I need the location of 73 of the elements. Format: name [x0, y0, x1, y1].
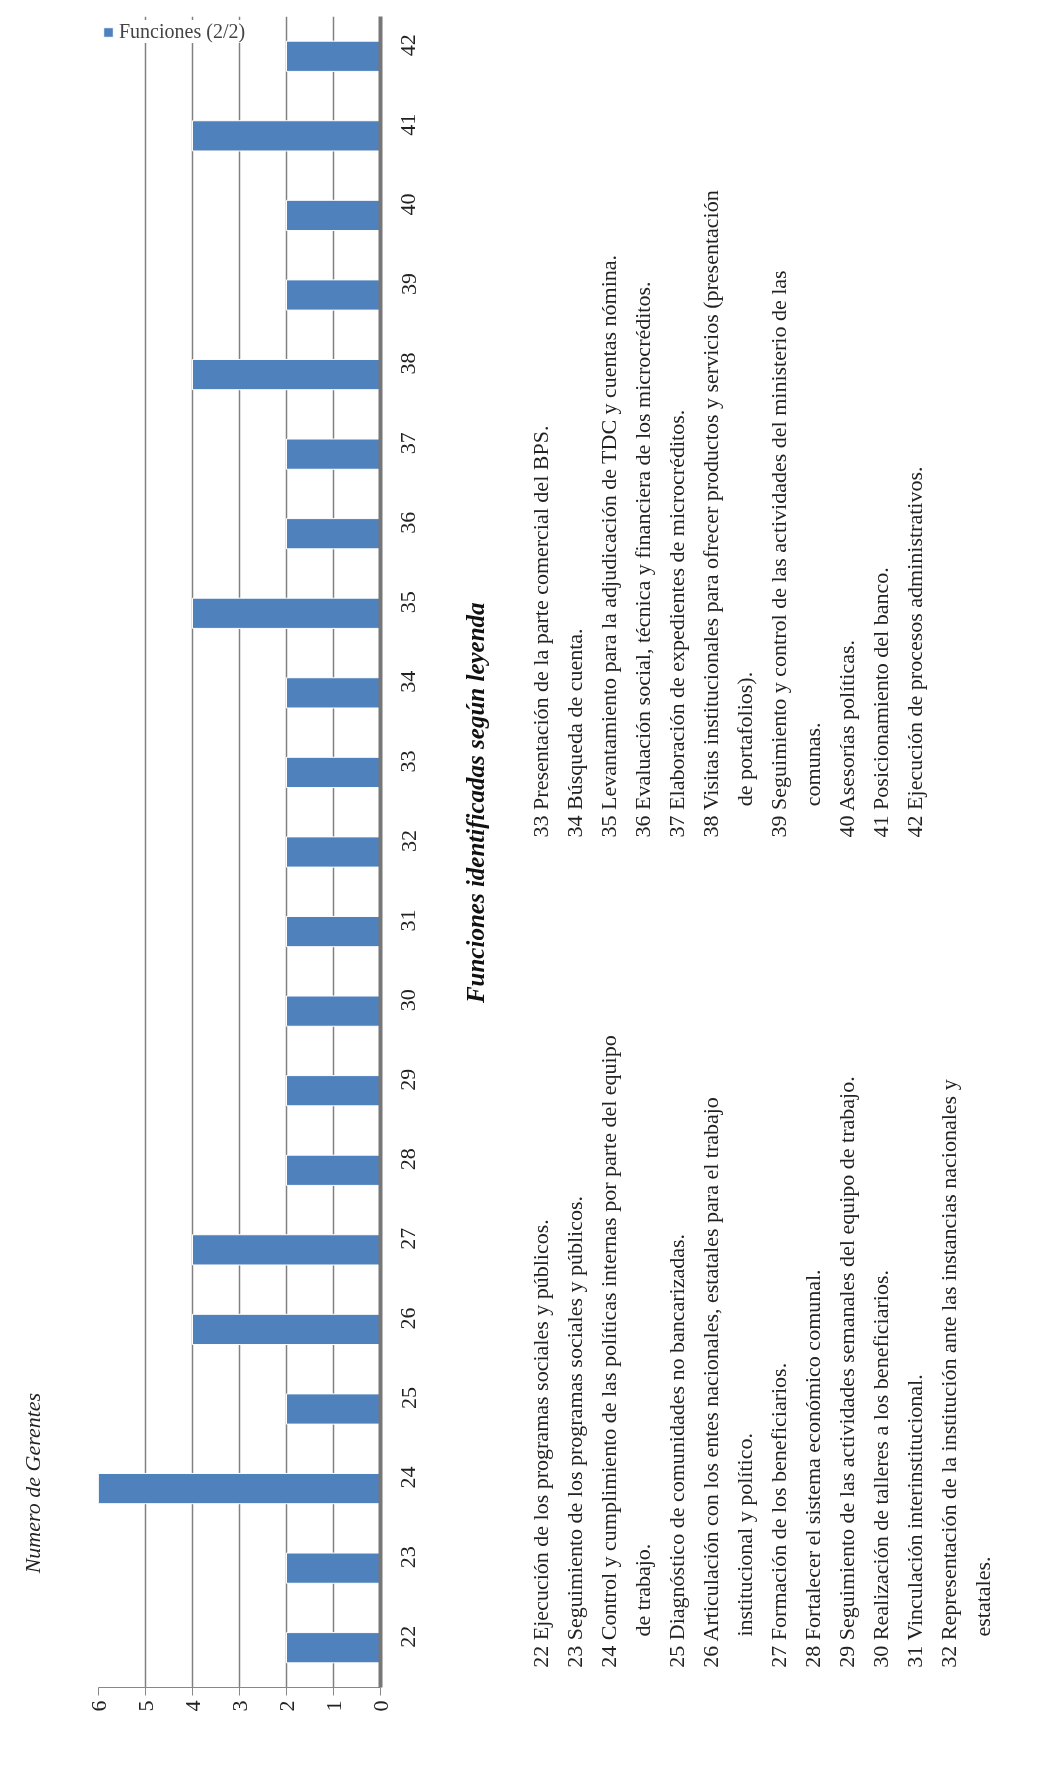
- y-tick-label: 34: [395, 670, 421, 693]
- y-tick-label: 39: [395, 273, 421, 295]
- x-tick-label: 6: [85, 1700, 111, 1712]
- y-tick-label: 38: [395, 352, 421, 375]
- bar: [286, 1632, 381, 1664]
- y-tick-label: 41: [395, 113, 421, 136]
- text: 29 Seguimiento de las actividades semanales del equipo de trabajo.: [834, 1076, 859, 1668]
- bar: [286, 518, 381, 550]
- y-tick-label: 31: [395, 909, 421, 932]
- text: 42 Ejecución de procesos administrativos.: [902, 466, 927, 838]
- bar: [286, 995, 381, 1027]
- y-tick-label: 24: [395, 1466, 421, 1489]
- text: 37 Elaboración de expedientes de microcréditos.: [664, 409, 689, 838]
- text: 38 Visitas institucionales para ofrecer productos y servicios (presentación de portafolios).: [698, 190, 757, 838]
- bar: [286, 40, 381, 72]
- y-tick-label: 23: [395, 1546, 421, 1569]
- text: 39 Seguimiento y control de las actividades del ministerio de las comunas.: [766, 270, 825, 838]
- y-axis-title: Funciones identificadas según leyenda: [462, 602, 489, 1005]
- y-tick-label: 30: [395, 989, 421, 1012]
- text: 22 Ejecución de los programas sociales y públicos.: [528, 1219, 553, 1668]
- x-tick-label: 0: [367, 1700, 393, 1712]
- text: 30 Realización de talleres a los beneficiarios.: [868, 1270, 893, 1668]
- y-tick-label: 37: [395, 432, 421, 455]
- text: 31 Vinculación interinstitucional.: [902, 1374, 927, 1668]
- text: 24 Control y cumplimiento de las políticas internas por parte del equipo de trabajo.: [596, 1035, 655, 1668]
- y-tick-label: 35: [395, 591, 421, 614]
- text: 36 Evaluación social, técnica y financiera de los microcréditos.: [630, 281, 655, 838]
- text: 28 Fortalecer el sistema económico comunal.: [800, 1269, 825, 1668]
- text: 27 Formación de los beneficiarios.: [766, 1362, 791, 1668]
- text: 35 Levantamiento para la adjudicación de TDC y cuentas nómina.: [596, 254, 621, 838]
- bar: [286, 438, 381, 470]
- text: 32 Representación de la institución ante las instancias nacionales y estatales.: [936, 1079, 995, 1668]
- x-tick-label: 1: [320, 1700, 346, 1712]
- bar: [192, 358, 381, 391]
- bar: [286, 915, 381, 948]
- y-tick-label: 36: [395, 511, 421, 534]
- x-tick-label: 5: [132, 1700, 158, 1712]
- bar: [286, 1393, 381, 1425]
- text: 41 Posicionamiento del banco.: [868, 567, 893, 838]
- text: 26 Articulación con los entes nacionales, estatales para el trabajo institucional y político.: [698, 1097, 757, 1668]
- bar: [286, 279, 381, 311]
- y-tick-label: 25: [395, 1387, 421, 1409]
- text: 23 Seguimiento de los programas sociales y públicos.: [562, 1195, 587, 1668]
- bar: [98, 1472, 381, 1505]
- x-tick-label: 3: [226, 1700, 252, 1712]
- y-tick-label: 33: [395, 750, 421, 773]
- y-tick-label: 29: [395, 1068, 421, 1091]
- bar: [286, 1075, 381, 1107]
- y-tick-label: 42: [395, 34, 421, 57]
- bar: [192, 120, 381, 152]
- bar: [286, 836, 381, 868]
- y-tick-label: 27: [395, 1227, 421, 1250]
- bar: [192, 597, 381, 629]
- text: Numero de Gerentes: [20, 1392, 45, 1575]
- y-tick-label: 32: [395, 830, 421, 852]
- bar: [286, 199, 381, 232]
- text: 34 Búsqueda de cuenta.: [562, 628, 587, 838]
- text: 40 Asesorías políticas.: [834, 640, 859, 838]
- y-tick-label: 26: [395, 1307, 421, 1330]
- x-tick-label: 4: [179, 1700, 205, 1712]
- x-tick-label: 2: [273, 1700, 299, 1712]
- y-tick-label: 22: [395, 1625, 421, 1648]
- y-tick-label: 40: [395, 193, 421, 216]
- text: 25 Diagnóstico de comunidades no bancarizadas.: [664, 1233, 689, 1668]
- bar: [286, 756, 381, 789]
- bar: [192, 1234, 381, 1266]
- bar: [286, 1552, 381, 1584]
- legend-label: Funciones (2/2): [119, 20, 246, 43]
- bar: [192, 1313, 381, 1346]
- bar: [286, 1154, 381, 1186]
- text: 33 Presentación de la parte comercial del BPS.: [528, 425, 553, 838]
- bar: [286, 677, 381, 709]
- y-tick-label: 28: [395, 1148, 421, 1171]
